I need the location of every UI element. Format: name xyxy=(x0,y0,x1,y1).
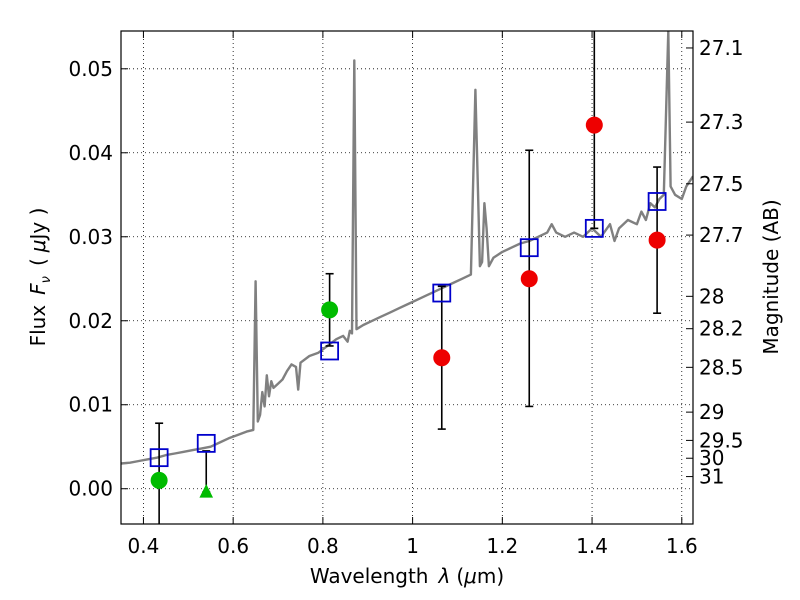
y2-tick-label: 31 xyxy=(699,465,724,489)
photometry-point xyxy=(585,116,603,134)
y2-tick-label: 28.2 xyxy=(699,317,744,341)
model-flux-box xyxy=(584,218,604,238)
x-tick-label: 0.6 xyxy=(217,534,249,558)
y2-axis-label: Magnitude (AB) xyxy=(759,199,783,354)
model-flux-box xyxy=(519,238,539,258)
y2-tick-label: 27.7 xyxy=(699,223,744,247)
photometry-point xyxy=(648,231,666,249)
x-tick-label: 0.8 xyxy=(307,534,339,558)
y-tick-label: 0.05 xyxy=(68,57,113,81)
y2-tick-label: 30 xyxy=(699,446,724,470)
y-tick-label: 0.02 xyxy=(68,309,113,333)
plot-frame xyxy=(120,30,694,525)
y2-tick-label: 27.1 xyxy=(699,36,744,60)
model-flux-box xyxy=(196,433,216,453)
x-tick-label: 0.4 xyxy=(128,534,160,558)
grid-lines xyxy=(121,31,693,524)
model-flux-box xyxy=(432,283,452,303)
x-axis-label: Wavelength λ (μm) xyxy=(310,564,504,588)
y2-tick-label: 27.3 xyxy=(699,110,744,134)
y2-tick-label: 29.5 xyxy=(699,428,744,452)
model-flux-box xyxy=(647,192,667,211)
x-tick-label: 1.4 xyxy=(576,534,608,558)
photometry-point xyxy=(433,349,451,367)
y2-tick-label: 28 xyxy=(699,284,724,308)
y-tick-label: 0.00 xyxy=(68,477,113,501)
spectrum-line xyxy=(121,31,693,465)
photometry-point xyxy=(321,301,339,319)
plot-area xyxy=(121,31,693,524)
y2-tick-label: 27.5 xyxy=(699,172,744,196)
y2-tick-label: 29 xyxy=(699,400,724,424)
x-tick-label: 1.2 xyxy=(486,534,518,558)
upper-limit-marker xyxy=(199,483,214,498)
y2-tick-label: 28.5 xyxy=(699,355,744,379)
photometry-point xyxy=(520,270,538,288)
y-tick-label: 0.03 xyxy=(68,225,113,249)
x-tick-label: 1.6 xyxy=(666,534,698,558)
model-flux-box xyxy=(149,448,169,468)
y-axis-label: FluxFν(μJy ) xyxy=(26,208,54,347)
y-tick-label: 0.04 xyxy=(68,141,113,165)
axes-ticks: 0.4 0.6 0.8 1 1.2 1.4 1.6 0.00 0.01 0.02 0.03 0.04 0… xyxy=(68,31,744,558)
x-tick-label: 1 xyxy=(406,534,419,558)
model-flux-box xyxy=(320,341,340,361)
y-tick-label: 0.01 xyxy=(68,393,113,417)
photometry-point xyxy=(150,471,168,489)
